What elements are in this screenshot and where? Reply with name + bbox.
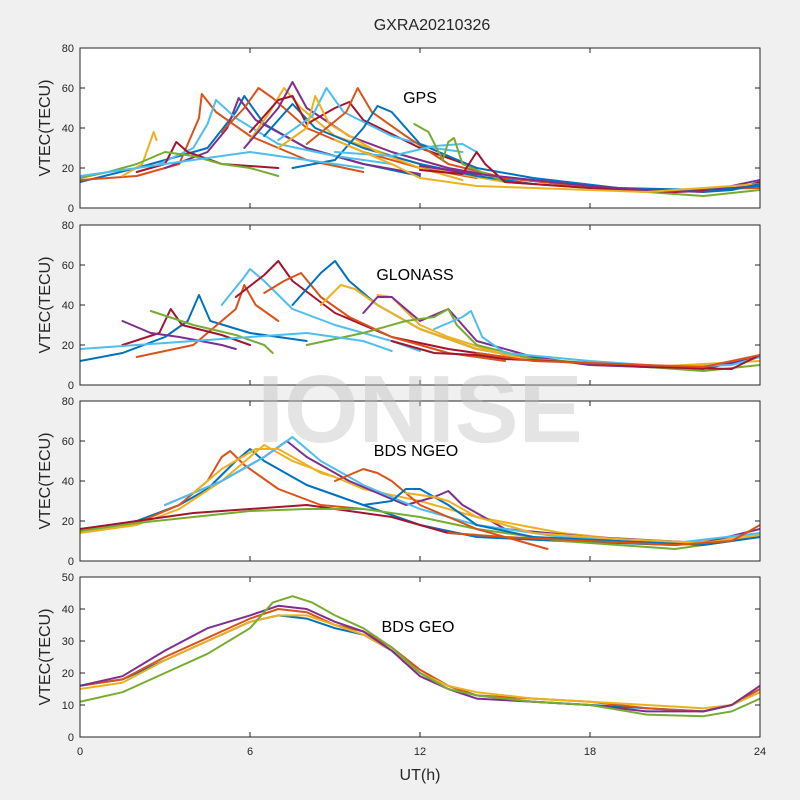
series-line-16 bbox=[80, 332, 393, 352]
series-line-5 bbox=[80, 595, 760, 718]
series-line-4 bbox=[121, 320, 237, 350]
y-tick-label: 40 bbox=[62, 123, 74, 135]
series-line-10 bbox=[319, 284, 535, 360]
panel-label: BDS GEO bbox=[382, 619, 455, 636]
y-tick-label: 80 bbox=[62, 43, 74, 55]
series-line-2 bbox=[80, 93, 365, 181]
series-line-4 bbox=[164, 97, 421, 175]
series-line-17 bbox=[475, 352, 760, 368]
series-line-5 bbox=[149, 99, 393, 169]
series-line-7 bbox=[234, 260, 506, 358]
plot-area bbox=[80, 225, 760, 385]
y-axis-label: VTEC(TECU) bbox=[37, 433, 54, 530]
plot-area bbox=[80, 401, 760, 561]
y-tick-label: 0 bbox=[68, 203, 74, 215]
panel-label: GLONASS bbox=[376, 267, 453, 284]
series-line-7 bbox=[80, 508, 760, 550]
series-group bbox=[80, 595, 760, 718]
y-tick-label: 60 bbox=[62, 436, 74, 448]
series-line-8 bbox=[263, 272, 506, 362]
series-line-12 bbox=[362, 296, 760, 370]
x-tick-label: 24 bbox=[754, 746, 766, 758]
series-line-9 bbox=[362, 488, 760, 546]
series-line-16 bbox=[334, 143, 478, 157]
series-group bbox=[80, 260, 760, 372]
series-line-22 bbox=[80, 151, 365, 177]
panel-label: BDS NGEO bbox=[374, 443, 458, 460]
series-line-2 bbox=[80, 450, 365, 530]
panel-2: 0 20 40 60 80 VTEC(TECU) GLONASS bbox=[37, 220, 761, 392]
y-tick-label: 30 bbox=[62, 636, 74, 648]
y-tick-label: 0 bbox=[68, 556, 74, 568]
panel-1: 0 20 40 60 80 VTEC(TECU) GPS bbox=[37, 43, 761, 215]
series-line-6 bbox=[80, 504, 478, 536]
y-tick-label: 80 bbox=[62, 220, 74, 232]
x-tick-label: 18 bbox=[584, 746, 596, 758]
series-line-10 bbox=[404, 492, 760, 544]
watermark: IONISE bbox=[257, 356, 582, 463]
series-line-9 bbox=[263, 103, 535, 185]
x-axis-label: UT(h) bbox=[400, 767, 441, 784]
series-line-4 bbox=[80, 604, 760, 713]
series-line-5 bbox=[164, 436, 760, 544]
y-tick-label: 20 bbox=[62, 340, 74, 352]
series-line-23 bbox=[702, 183, 760, 193]
figure-title: GXRA20210326 bbox=[374, 17, 491, 34]
y-tick-label: 40 bbox=[62, 604, 74, 616]
series-line-3 bbox=[121, 131, 158, 177]
y-axis-label: VTEC(TECU) bbox=[37, 609, 54, 706]
panel-3: 0 20 40 60 80 VTEC(TECU) BDS NGEO bbox=[37, 396, 761, 568]
x-tick-label: 0 bbox=[77, 746, 83, 758]
series-line-11 bbox=[192, 448, 336, 494]
x-tick-label: 6 bbox=[247, 746, 253, 758]
series-line-2 bbox=[135, 284, 280, 358]
series-line-17 bbox=[413, 123, 760, 197]
y-tick-label: 40 bbox=[62, 476, 74, 488]
y-tick-label: 0 bbox=[68, 732, 74, 744]
y-axis-label: VTEC(TECU) bbox=[37, 80, 54, 177]
series-line-1 bbox=[80, 448, 760, 546]
series-group bbox=[80, 436, 760, 550]
x-tick-label: 12 bbox=[414, 746, 426, 758]
series-line-6 bbox=[220, 268, 421, 352]
panel-4: 0 10 20 30 40 50 0 6 12 18 24 VTEC(TECU) BDS GEO bbox=[37, 572, 766, 758]
y-tick-label: 20 bbox=[62, 163, 74, 175]
y-tick-label: 10 bbox=[62, 700, 74, 712]
plot-area bbox=[80, 577, 760, 737]
series-line-5 bbox=[149, 310, 274, 354]
y-axis-label: VTEC(TECU) bbox=[37, 257, 54, 354]
series-line-15 bbox=[291, 105, 760, 191]
panel-label: GPS bbox=[403, 90, 437, 107]
series-group bbox=[80, 81, 760, 197]
y-tick-label: 20 bbox=[62, 516, 74, 528]
y-tick-label: 50 bbox=[62, 572, 74, 584]
y-tick-label: 60 bbox=[62, 260, 74, 272]
y-tick-label: 40 bbox=[62, 300, 74, 312]
series-line-3 bbox=[121, 308, 251, 346]
y-tick-label: 20 bbox=[62, 668, 74, 680]
series-line-12 bbox=[447, 524, 760, 546]
y-tick-label: 0 bbox=[68, 380, 74, 392]
series-line-13 bbox=[277, 95, 464, 181]
series-line-12 bbox=[277, 87, 464, 153]
y-tick-label: 80 bbox=[62, 396, 74, 408]
y-tick-label: 60 bbox=[62, 83, 74, 95]
series-line-1 bbox=[80, 294, 308, 362]
series-line-21 bbox=[334, 139, 760, 193]
